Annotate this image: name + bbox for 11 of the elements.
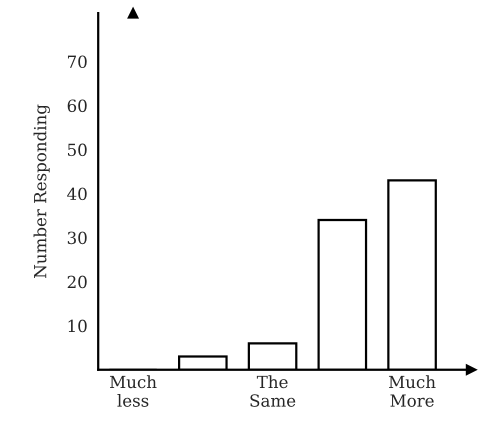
x-tick-label: Much less <box>110 375 157 407</box>
y-tick-label: 60 <box>68 99 87 112</box>
y-tick-label: 10 <box>68 320 87 332</box>
x-tick-label: Much More <box>388 375 436 407</box>
y-tick-label: 40 <box>67 188 87 200</box>
y-tick-label: 20 <box>68 276 87 288</box>
y-tick-label: 70 <box>68 55 87 68</box>
y-tick-label: 50 <box>68 144 87 156</box>
y-tick-label: 30 <box>68 232 87 244</box>
y-axis-title: Number Responding <box>34 104 50 278</box>
x-tick-label: The Same <box>250 375 296 407</box>
